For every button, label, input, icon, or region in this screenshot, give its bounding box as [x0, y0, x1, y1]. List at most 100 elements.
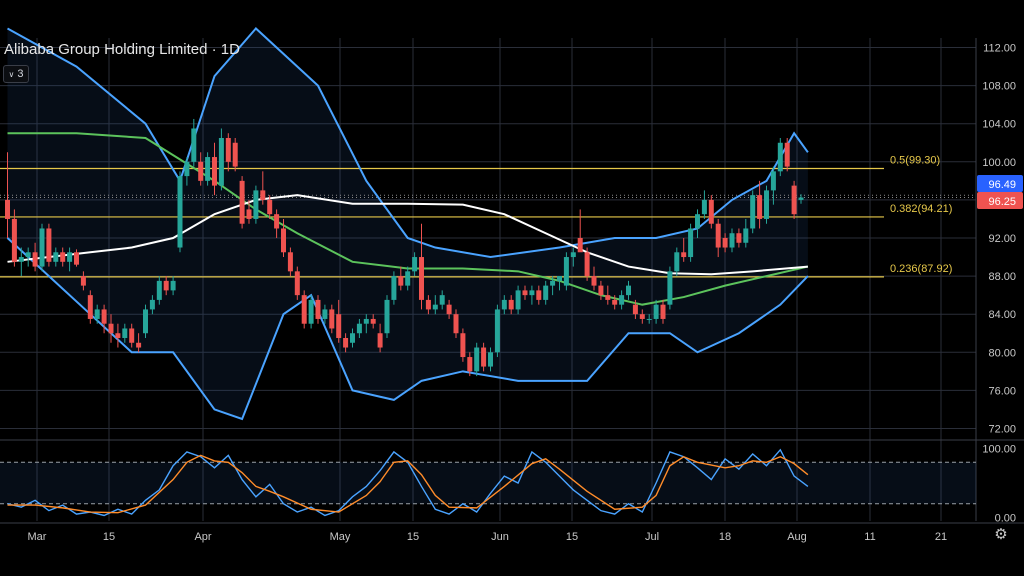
candle-body — [308, 299, 314, 324]
candle-body — [494, 309, 500, 353]
candle-body — [67, 252, 73, 262]
candle-body — [632, 304, 638, 315]
y-tick-label: 100.00 — [982, 157, 1016, 169]
candle-body — [60, 252, 66, 262]
fib-level-label: 0.382(94.21) — [890, 203, 952, 215]
candle-body — [722, 238, 728, 248]
candle-body — [536, 290, 542, 300]
x-tick-label: 18 — [719, 531, 731, 543]
candle-body — [460, 333, 466, 358]
y-tick-label: 104.00 — [982, 119, 1016, 131]
candle-body — [108, 323, 114, 334]
candle-body — [605, 295, 611, 300]
candle-body — [543, 285, 549, 300]
indicator-count: 3 — [17, 68, 24, 80]
chevron-down-icon: ∨ — [8, 69, 15, 79]
candle-body — [798, 197, 804, 200]
candle-body — [701, 199, 707, 215]
candle-body — [232, 142, 238, 167]
candle-body — [639, 314, 645, 319]
candle-body — [322, 309, 328, 319]
fibonacci-levels: 0.5(99.30) 0.382(94.21) 0.236(87.92) — [0, 154, 976, 278]
x-tick-label: Mar — [28, 531, 47, 543]
candle-body — [584, 252, 590, 277]
settings-gear-icon[interactable]: ⚙ — [994, 526, 1008, 543]
candle-body — [474, 347, 480, 372]
candle-body — [660, 304, 666, 319]
candle-body — [425, 299, 431, 310]
candle-body — [529, 290, 535, 296]
candlesticks — [5, 118, 804, 377]
candle-body — [87, 295, 93, 319]
candle-body — [363, 318, 369, 324]
candle-body — [708, 199, 714, 224]
time-axis[interactable]: Mar 15 Apr May 15 Jun 15 Jul 18 Aug 11 21 — [28, 531, 948, 543]
candle-body — [453, 314, 459, 334]
candle-body — [198, 161, 204, 181]
candle-body — [177, 176, 183, 248]
candle-body — [405, 271, 411, 286]
candle-body — [184, 161, 190, 177]
candle-body — [163, 280, 169, 291]
candle-body — [626, 285, 631, 296]
indicators-toggle-button[interactable]: ∨ 3 — [3, 65, 29, 83]
candle-body — [356, 323, 362, 334]
candle-body — [743, 228, 749, 243]
fib-level-label: 0.5(99.30) — [890, 154, 940, 166]
candle-body — [412, 257, 418, 272]
candle-body — [522, 290, 528, 296]
price-tag-box — [977, 175, 1023, 192]
candle-body — [350, 333, 355, 343]
price-tag-label: 96.49 — [988, 179, 1016, 191]
candle-body — [653, 304, 659, 319]
candle-body — [74, 252, 79, 265]
x-tick-label: Jun — [491, 531, 509, 543]
candle-body — [205, 157, 211, 181]
candle-body — [53, 252, 59, 262]
x-tick-label: Apr — [194, 531, 211, 543]
candle-body — [212, 157, 217, 186]
y-tick-label: 88.00 — [988, 271, 1016, 283]
candle-body — [143, 309, 148, 334]
x-tick-label: 15 — [566, 531, 578, 543]
candle-body — [619, 295, 625, 305]
x-tick-label: 15 — [407, 531, 419, 543]
candle-body — [191, 128, 197, 162]
candle-body — [481, 347, 487, 367]
candle-body — [281, 228, 286, 253]
candle-body — [467, 357, 473, 372]
candle-body — [736, 233, 742, 243]
candle-body — [129, 328, 135, 343]
candle-body — [515, 290, 521, 310]
candle-body — [294, 271, 300, 296]
x-tick-label: Aug — [787, 531, 807, 543]
candle-body — [156, 280, 162, 300]
candle-body — [419, 257, 424, 300]
sma-green-line — [7, 132, 809, 306]
candle-body — [667, 271, 673, 305]
candle-body — [446, 304, 452, 315]
candle-body — [550, 280, 556, 286]
candle-body — [25, 252, 31, 258]
y-tick-label: 80.00 — [988, 347, 1016, 359]
candle-body — [246, 209, 252, 219]
candle-body — [563, 257, 569, 286]
candle-body — [315, 299, 321, 319]
chart-title: Alibaba Group Holding Limited · 1D — [4, 41, 240, 58]
candle-body — [598, 285, 604, 296]
y-tick-label: 108.00 — [982, 81, 1016, 93]
candle-body — [287, 252, 293, 272]
candle-body — [343, 338, 349, 348]
candle-body — [777, 142, 783, 172]
candle-body — [11, 218, 17, 262]
candle-body — [267, 199, 273, 215]
candle-body — [46, 228, 52, 262]
x-tick-label: 11 — [864, 531, 875, 543]
candle-body — [370, 318, 376, 324]
candle-body — [432, 304, 438, 310]
bollinger-fill-area — [7, 28, 808, 419]
candle-body — [439, 295, 445, 305]
price-axis[interactable]: 112.00108.00104.00100.0096.0092.0088.008… — [977, 43, 1023, 525]
bollinger-band-fill — [7, 28, 808, 419]
